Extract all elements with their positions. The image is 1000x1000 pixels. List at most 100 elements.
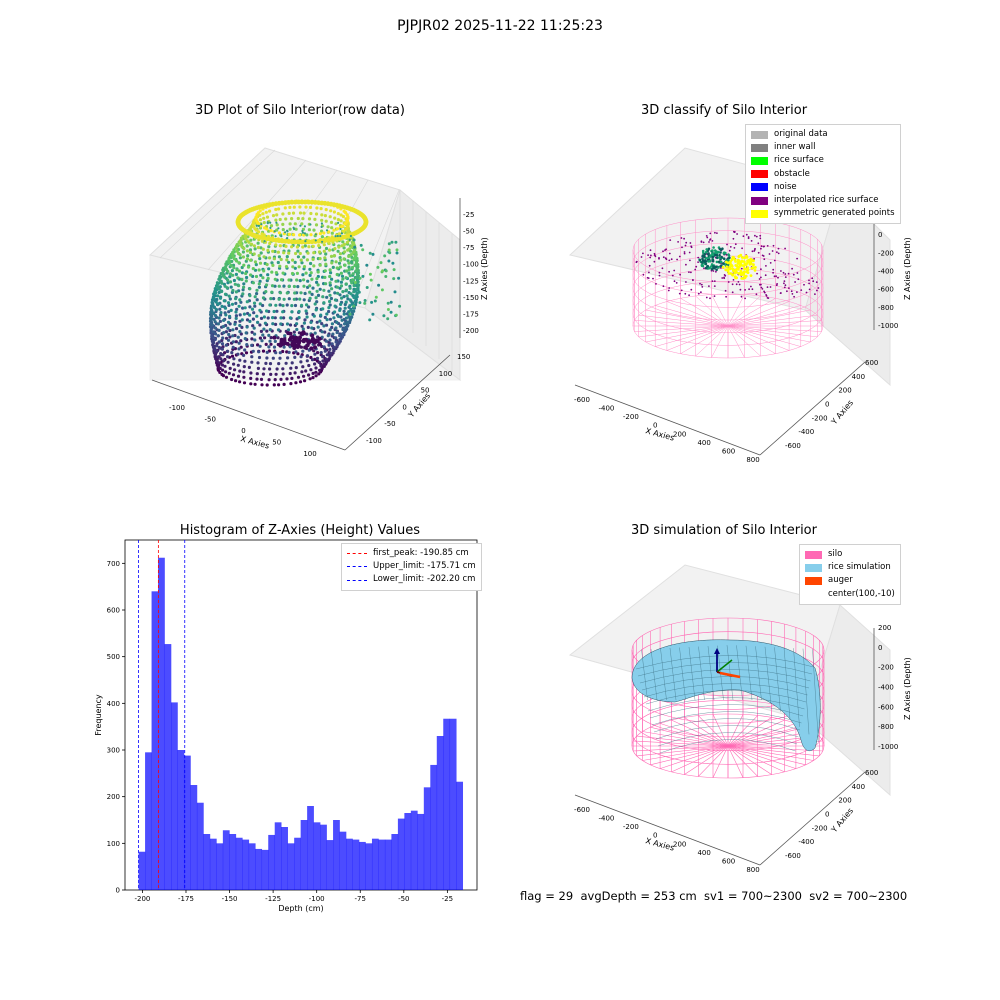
plot2-point-rice (727, 253, 730, 256)
plot1-point (351, 272, 355, 276)
plot1-point (361, 274, 365, 278)
plot1-point (260, 339, 264, 343)
plot2-point-interpolated (713, 285, 716, 287)
plot1-point (269, 221, 272, 224)
plot1-point (242, 312, 246, 316)
plot2-point-interpolated (700, 291, 702, 294)
plot1-point (278, 303, 282, 307)
legend-label: first_peak: -190.85 cm (373, 548, 469, 558)
plot1-point (352, 304, 356, 308)
plot1-xtick: -50 (205, 416, 216, 424)
plot4-silo-spoke (698, 715, 729, 747)
plot2-silo-spoke (680, 325, 729, 354)
rice-surface-mesh (635, 655, 814, 670)
plot2-point-symmetric (735, 268, 738, 271)
plot2-point-interpolated (800, 289, 803, 291)
plot2-silo-spoke (727, 301, 790, 327)
plot1-point (252, 244, 256, 248)
plot1-point (281, 228, 285, 232)
plot1-point (254, 263, 258, 267)
plot1-point (252, 311, 256, 315)
histogram-bar (456, 781, 464, 890)
plot1-point (210, 309, 214, 313)
plot1-point (238, 239, 242, 243)
plot1-point (338, 308, 342, 312)
plot2-point-interpolated (648, 264, 651, 267)
plot1-point (389, 310, 393, 314)
histogram-bar (320, 824, 327, 890)
plot1-point (323, 269, 327, 273)
histogram-bar (151, 591, 159, 890)
plot3-xlabel: Depth (cm) (278, 904, 323, 913)
plot1-point (209, 322, 213, 326)
plot2-point-symmetric (740, 260, 744, 263)
plot1-point (302, 199, 308, 205)
plot2-point-interpolated (745, 233, 748, 236)
plot1-point (278, 291, 283, 295)
plot1-point (275, 221, 278, 224)
plot1-point (338, 338, 342, 342)
plot1-point (251, 317, 255, 321)
plot2-point-interpolated (763, 291, 766, 294)
plot1-point (299, 355, 303, 359)
plot1-point (309, 346, 314, 351)
plot2-point-rice (717, 256, 721, 259)
plot1-point (320, 229, 324, 233)
plot1-point (307, 373, 311, 377)
plot2-point-interpolated (769, 286, 772, 288)
plot1-point (294, 381, 298, 385)
plot1-point (335, 343, 339, 347)
plot1-point (251, 281, 255, 285)
plot1-point (337, 341, 341, 345)
plot1-point (242, 246, 246, 251)
plot1-point (347, 261, 351, 265)
plot1-point (333, 247, 337, 251)
plot1-point (302, 321, 306, 325)
plot2-ylabel: Y Axies (829, 398, 855, 427)
plot1-point (327, 289, 331, 293)
plot1-point (317, 372, 321, 376)
plot2-point-interpolated (679, 273, 681, 276)
plot1-ylabel: Y Axies (406, 391, 432, 420)
plot1-point (349, 249, 353, 253)
histogram-bar (326, 840, 334, 890)
plot1-point (245, 275, 249, 280)
histogram-bar (138, 851, 146, 890)
plot1-point (222, 359, 226, 363)
plot1-xtick: 50 (272, 439, 281, 447)
plot1-point (240, 277, 244, 282)
plot1-point (395, 251, 399, 255)
plot2-point-interpolated (678, 255, 681, 258)
plot2-point-interpolated (757, 242, 760, 245)
histogram-bar (313, 822, 321, 890)
plot2-point-interpolated (685, 241, 688, 244)
plot2-point-interpolated (708, 241, 710, 243)
plot1-point (328, 293, 332, 297)
plot1-point (341, 332, 345, 336)
plot2-point-symmetric (728, 266, 732, 270)
plot1-point (309, 320, 313, 324)
plot2-point-interpolated (690, 271, 692, 274)
plot2-point-rice (711, 258, 715, 262)
plot1-point (309, 211, 313, 216)
plot1-point (228, 275, 232, 279)
plot2-point-interpolated (793, 295, 795, 298)
plot1-point (248, 319, 252, 323)
plot3-ytick: 700 (107, 560, 120, 568)
plot1-point (271, 316, 275, 320)
legend-swatch (805, 550, 822, 559)
plot1-point (261, 303, 265, 308)
plot1-point (290, 217, 294, 221)
rice-surface-mesh (812, 649, 819, 743)
plot2-point-interpolated (782, 271, 785, 274)
rice-surface-mesh (726, 645, 734, 701)
plot3-xtick: -25 (442, 895, 453, 903)
plot1-point (339, 234, 342, 238)
plot1-point (228, 328, 232, 333)
plot1-point (312, 349, 316, 353)
plot1-point (272, 383, 276, 387)
plot1-point (292, 346, 297, 350)
plot1-point (302, 284, 306, 288)
plot1-point (253, 382, 257, 386)
